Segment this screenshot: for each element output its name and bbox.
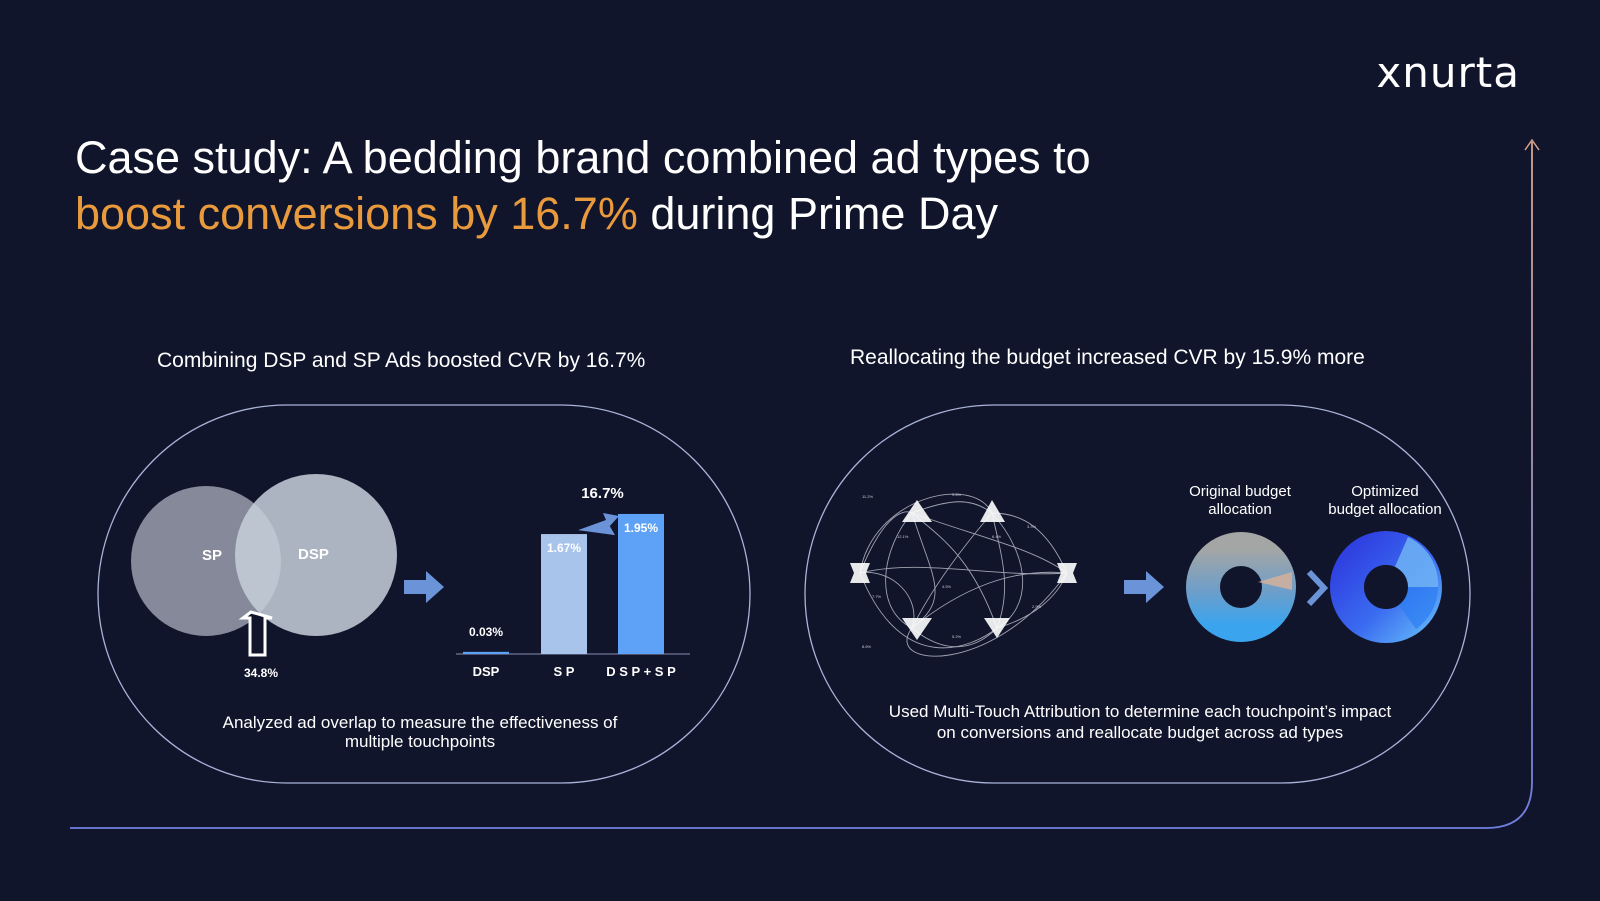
optimized-budget-label: Optimized budget allocation [1310, 483, 1460, 519]
page-title: Case study: A bedding brand combined ad … [75, 130, 1375, 242]
bar-value-label: 0.03% [469, 625, 503, 639]
venn-diagram: SP DSP 34.8% [131, 474, 397, 680]
original-label-line-1: Original budget [1189, 483, 1291, 500]
bar-value-label: 1.67% [547, 541, 581, 555]
arrow-right-icon [404, 571, 444, 603]
original-label-line-2: allocation [1208, 501, 1272, 518]
right-caption-line-1: Used Multi-Touch Attribution to determin… [888, 702, 1392, 721]
svg-text:11.2%: 11.2% [862, 494, 873, 499]
venn-label-dsp: DSP [298, 546, 329, 563]
arrow-right-icon [1124, 571, 1164, 603]
bar-3 [618, 513, 664, 654]
cvr-bar-chart: 0.03% DSP 1.67% S P 1.95% D S P + S P 16.7% [456, 485, 690, 679]
svg-text:4.5%: 4.5% [942, 584, 952, 589]
right-panel-caption: Used Multi-Touch Attribution to determin… [870, 701, 1410, 743]
uplift-arrow-icon [578, 512, 619, 536]
bar-2 [541, 534, 587, 654]
optimized-label-line-2: budget allocation [1328, 501, 1442, 518]
title-rest: during Prime Day [637, 188, 998, 239]
chevron-right-icon [1306, 569, 1329, 607]
svg-text:2.9%: 2.9% [1032, 604, 1042, 609]
title-line-1: Case study: A bedding brand combined ad … [75, 132, 1091, 183]
left-panel-heading: Combining DSP and SP Ads boosted CVR by … [157, 349, 646, 372]
title-accent: boost conversions by 16.7% [75, 188, 638, 239]
svg-text:3.3%: 3.3% [1027, 524, 1037, 529]
bar-category-label: D S P + S P [606, 664, 676, 679]
venn-label-sp: SP [202, 547, 222, 564]
brand-logo: xnurta [1376, 48, 1520, 97]
svg-text:12.1%: 12.1% [897, 534, 909, 539]
bar-category-label: DSP [473, 664, 500, 679]
optimized-label-line-1: Optimized [1351, 483, 1419, 500]
bar-category-label: S P [554, 664, 575, 679]
svg-text:7.7%: 7.7% [872, 594, 882, 599]
bar-1 [463, 651, 509, 654]
left-caption-line-2: multiple touchpoints [344, 732, 496, 751]
svg-text:5.2%: 5.2% [952, 634, 962, 639]
left-caption-line-1: Analyzed ad overlap to measure the effec… [222, 713, 618, 732]
bar-value-label: 1.95% [624, 521, 658, 535]
optimized-budget-donut [1330, 531, 1442, 643]
right-panel-heading: Reallocating the budget increased CVR by… [850, 346, 1365, 369]
original-budget-donut [1186, 532, 1296, 642]
left-panel-caption: Analyzed ad overlap to measure the effec… [190, 713, 650, 751]
title-line-2: boost conversions by 16.7% during Prime … [75, 186, 1375, 242]
svg-text:6.4%: 6.4% [992, 534, 1002, 539]
venn-overlap-value: 34.8% [244, 666, 278, 680]
svg-text:9.8%: 9.8% [952, 492, 962, 497]
original-budget-label: Original budget allocation [1170, 483, 1310, 519]
multi-touch-network-diagram: 11.2% 9.8% 12.1% 6.4% 3.3% 7.7% 4.5% 2.9… [850, 492, 1077, 657]
right-caption-line-2: on conversions and reallocate budget acr… [936, 723, 1344, 742]
svg-text:8.6%: 8.6% [862, 644, 872, 649]
uplift-label: 16.7% [581, 485, 624, 502]
